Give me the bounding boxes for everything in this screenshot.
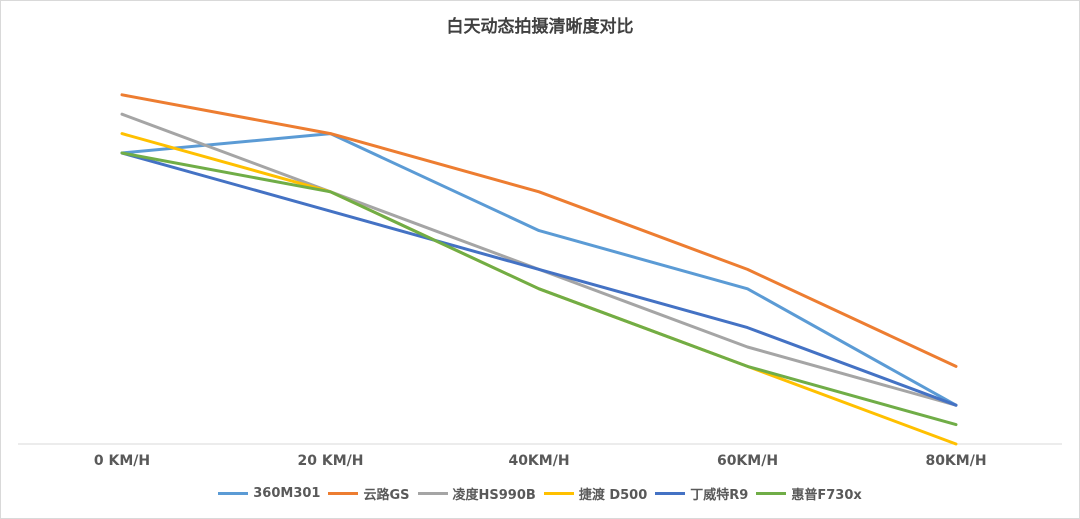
legend-swatch bbox=[756, 492, 787, 495]
legend-item: 凌度HS990B bbox=[417, 484, 536, 503]
series-line-1 bbox=[120, 93, 958, 368]
legend-label: 云路GS bbox=[363, 488, 410, 503]
x-tick-label: 80KM/H bbox=[925, 453, 987, 469]
series-line-4 bbox=[120, 151, 958, 407]
legend-label: 凌度HS990B bbox=[452, 488, 536, 503]
legend: 360M301 云路GS 凌度HS990B 捷渡 D500 丁威特R9 惠普F730x bbox=[0, 484, 1080, 503]
legend-item: 丁威特R9 bbox=[655, 484, 748, 503]
legend-swatch bbox=[543, 492, 574, 495]
series-layer bbox=[120, 93, 958, 446]
legend-item: 360M301 bbox=[218, 486, 320, 501]
legend-swatch bbox=[328, 492, 359, 495]
legend-item: 云路GS bbox=[328, 484, 410, 503]
legend-label: 丁威特R9 bbox=[690, 488, 749, 503]
series-line-0 bbox=[120, 132, 958, 407]
series-line-2 bbox=[120, 112, 958, 407]
legend-label: 360M301 bbox=[253, 486, 321, 501]
x-tick-label: 60KM/H bbox=[716, 453, 779, 469]
legend-item: 惠普F730x bbox=[756, 484, 862, 503]
legend-item: 捷渡 D500 bbox=[543, 484, 648, 503]
chart-title: 白天动态拍摄清晰度对比 bbox=[446, 17, 634, 37]
legend-swatch bbox=[218, 492, 249, 495]
series-line-5 bbox=[120, 151, 958, 427]
x-tick-label: 20 KM/H bbox=[297, 453, 364, 469]
x-tick-label: 0 KM/H bbox=[93, 453, 151, 469]
legend-label: 捷渡 D500 bbox=[578, 488, 648, 503]
legend-swatch bbox=[417, 492, 448, 495]
legend-swatch bbox=[655, 492, 686, 495]
x-tick-label: 40KM/H bbox=[508, 453, 570, 469]
legend-label: 惠普F730x bbox=[791, 488, 862, 503]
